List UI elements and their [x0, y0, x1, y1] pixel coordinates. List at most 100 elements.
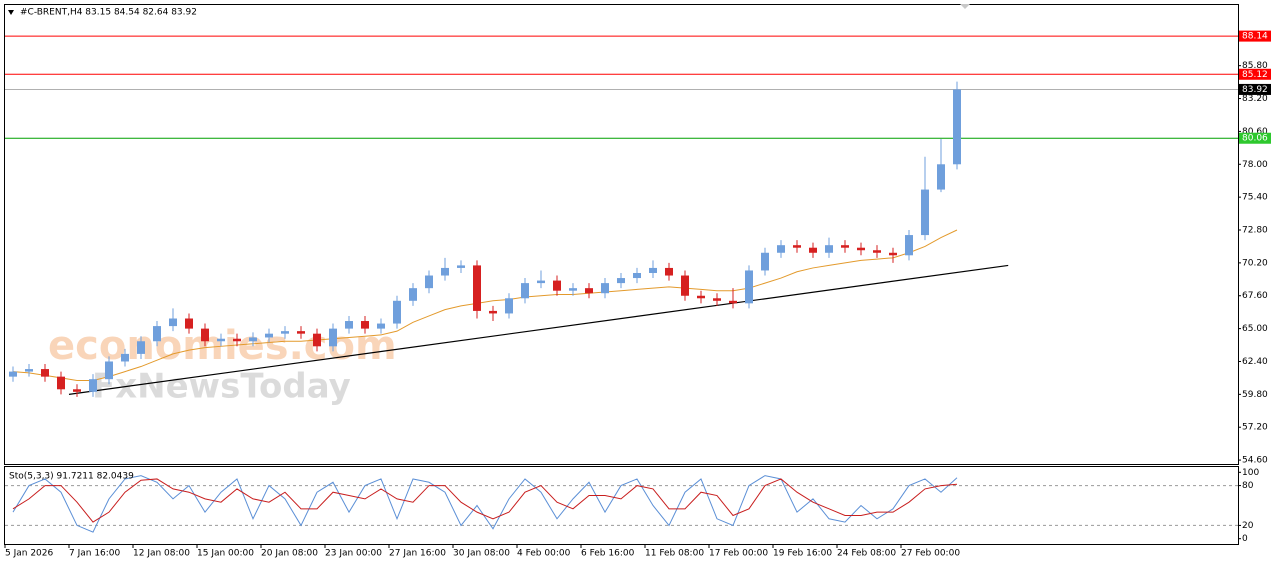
candle-body	[793, 245, 801, 248]
candle-body	[633, 272, 641, 279]
candle-body	[857, 247, 865, 251]
indicator-label: Sto(5,3,3) 91.7211 82.0439	[9, 472, 134, 482]
candle-body	[233, 338, 241, 342]
candle-body	[649, 267, 657, 273]
shift-marker	[960, 4, 970, 9]
x-tick-label: 6 Feb 16:00	[581, 549, 635, 559]
y-tick-label: 80.60	[1242, 127, 1268, 137]
chart-title: #C-BRENT,H4 83.15 84.54 82.64 83.92	[20, 8, 197, 18]
y-tick-label: 67.60	[1242, 291, 1268, 301]
candle-body	[377, 323, 385, 329]
x-tick-label: 5 Jan 2026	[5, 549, 53, 559]
candle-body	[9, 371, 17, 377]
indicator-panel	[4, 466, 1239, 545]
candle-body	[953, 89, 961, 165]
level-label: 85.12	[1242, 70, 1268, 80]
candle-body	[409, 288, 417, 301]
candle-body	[393, 300, 401, 324]
menu-arrow	[8, 10, 14, 15]
level-label: 80.06	[1242, 134, 1268, 144]
candle-body	[601, 283, 609, 294]
x-tick-label: 30 Jan 08:00	[453, 549, 510, 559]
candle-body	[825, 245, 833, 253]
candle-body	[553, 280, 561, 291]
candle-body	[745, 270, 753, 304]
level-label-box	[1239, 132, 1271, 144]
indicator-plot	[5, 475, 1238, 533]
candle-body	[569, 288, 577, 291]
candle-body	[505, 298, 513, 314]
candle-body	[41, 369, 49, 377]
candle-body	[921, 189, 929, 236]
candle-body	[121, 353, 129, 362]
x-tick-label: 17 Feb 00:00	[709, 549, 768, 559]
candle-body	[841, 245, 849, 248]
candle-body	[249, 337, 257, 342]
candle-body	[137, 341, 145, 354]
x-tick-label: 27 Jan 16:00	[389, 549, 446, 559]
x-tick-label: 23 Jan 00:00	[325, 549, 382, 559]
candle-body	[25, 369, 33, 372]
candle-body	[329, 328, 337, 347]
candle-body	[217, 338, 225, 342]
indicator-tick-label: 0	[1242, 534, 1248, 544]
level-label-box	[1239, 83, 1271, 95]
candle-body	[873, 250, 881, 253]
y-tick-label: 54.60	[1242, 456, 1268, 466]
candle-body	[729, 300, 737, 304]
candle-body	[713, 298, 721, 301]
candle-body	[73, 389, 81, 392]
candle-body	[521, 283, 529, 299]
candle-body	[889, 252, 897, 256]
y-tick-label: 83.20	[1242, 94, 1268, 104]
y-tick-label: 65.00	[1242, 324, 1268, 334]
y-tick-label: 72.80	[1242, 226, 1268, 236]
moving-average	[12, 229, 958, 381]
x-tick-label: 12 Jan 08:00	[133, 549, 190, 559]
candle-body	[185, 318, 193, 329]
stochastic-line	[12, 475, 958, 533]
candle-body	[905, 235, 913, 256]
indicator-tick-label: 20	[1242, 521, 1254, 531]
candle-body	[297, 331, 305, 334]
candle-body	[441, 267, 449, 276]
candle-body	[665, 267, 673, 276]
y-tick-label: 78.00	[1242, 160, 1268, 170]
y-tick-label: 59.80	[1242, 390, 1268, 400]
level-label: 83.92	[1242, 85, 1268, 95]
x-tick-label: 27 Feb 00:00	[901, 549, 960, 559]
level-label: 88.14	[1242, 32, 1268, 42]
candle-body	[153, 326, 161, 342]
candle-body	[361, 321, 369, 329]
candle-body	[313, 333, 321, 347]
candle-body	[89, 379, 97, 392]
candle-body	[425, 275, 433, 289]
candle-body	[585, 288, 593, 294]
candle-body	[281, 331, 289, 334]
x-tick-label: 4 Feb 00:00	[517, 549, 571, 559]
level-label-box	[1239, 68, 1271, 80]
watermark: FxNewsToday	[92, 367, 351, 407]
candle-body	[473, 265, 481, 311]
candle-body	[57, 376, 65, 390]
x-tick-label: 20 Jan 08:00	[261, 549, 318, 559]
candle-body	[169, 318, 177, 327]
candle-body	[617, 278, 625, 284]
x-tick-label: 19 Feb 16:00	[773, 549, 832, 559]
main-panel	[4, 4, 1239, 465]
candle-body	[201, 328, 209, 342]
stochastic-line	[12, 478, 958, 523]
candle-body	[537, 280, 545, 284]
candle-body	[457, 265, 465, 268]
candle-body	[697, 295, 705, 299]
x-tick-label: 7 Jan 16:00	[69, 549, 121, 559]
candle-body	[937, 164, 945, 190]
trendline	[68, 264, 1009, 395]
candle-body	[681, 275, 689, 296]
y-tick-label: 62.40	[1242, 357, 1268, 367]
y-tick-label: 57.20	[1242, 423, 1268, 433]
level-label-box	[1239, 30, 1271, 42]
x-tick-label: 15 Jan 00:00	[197, 549, 254, 559]
